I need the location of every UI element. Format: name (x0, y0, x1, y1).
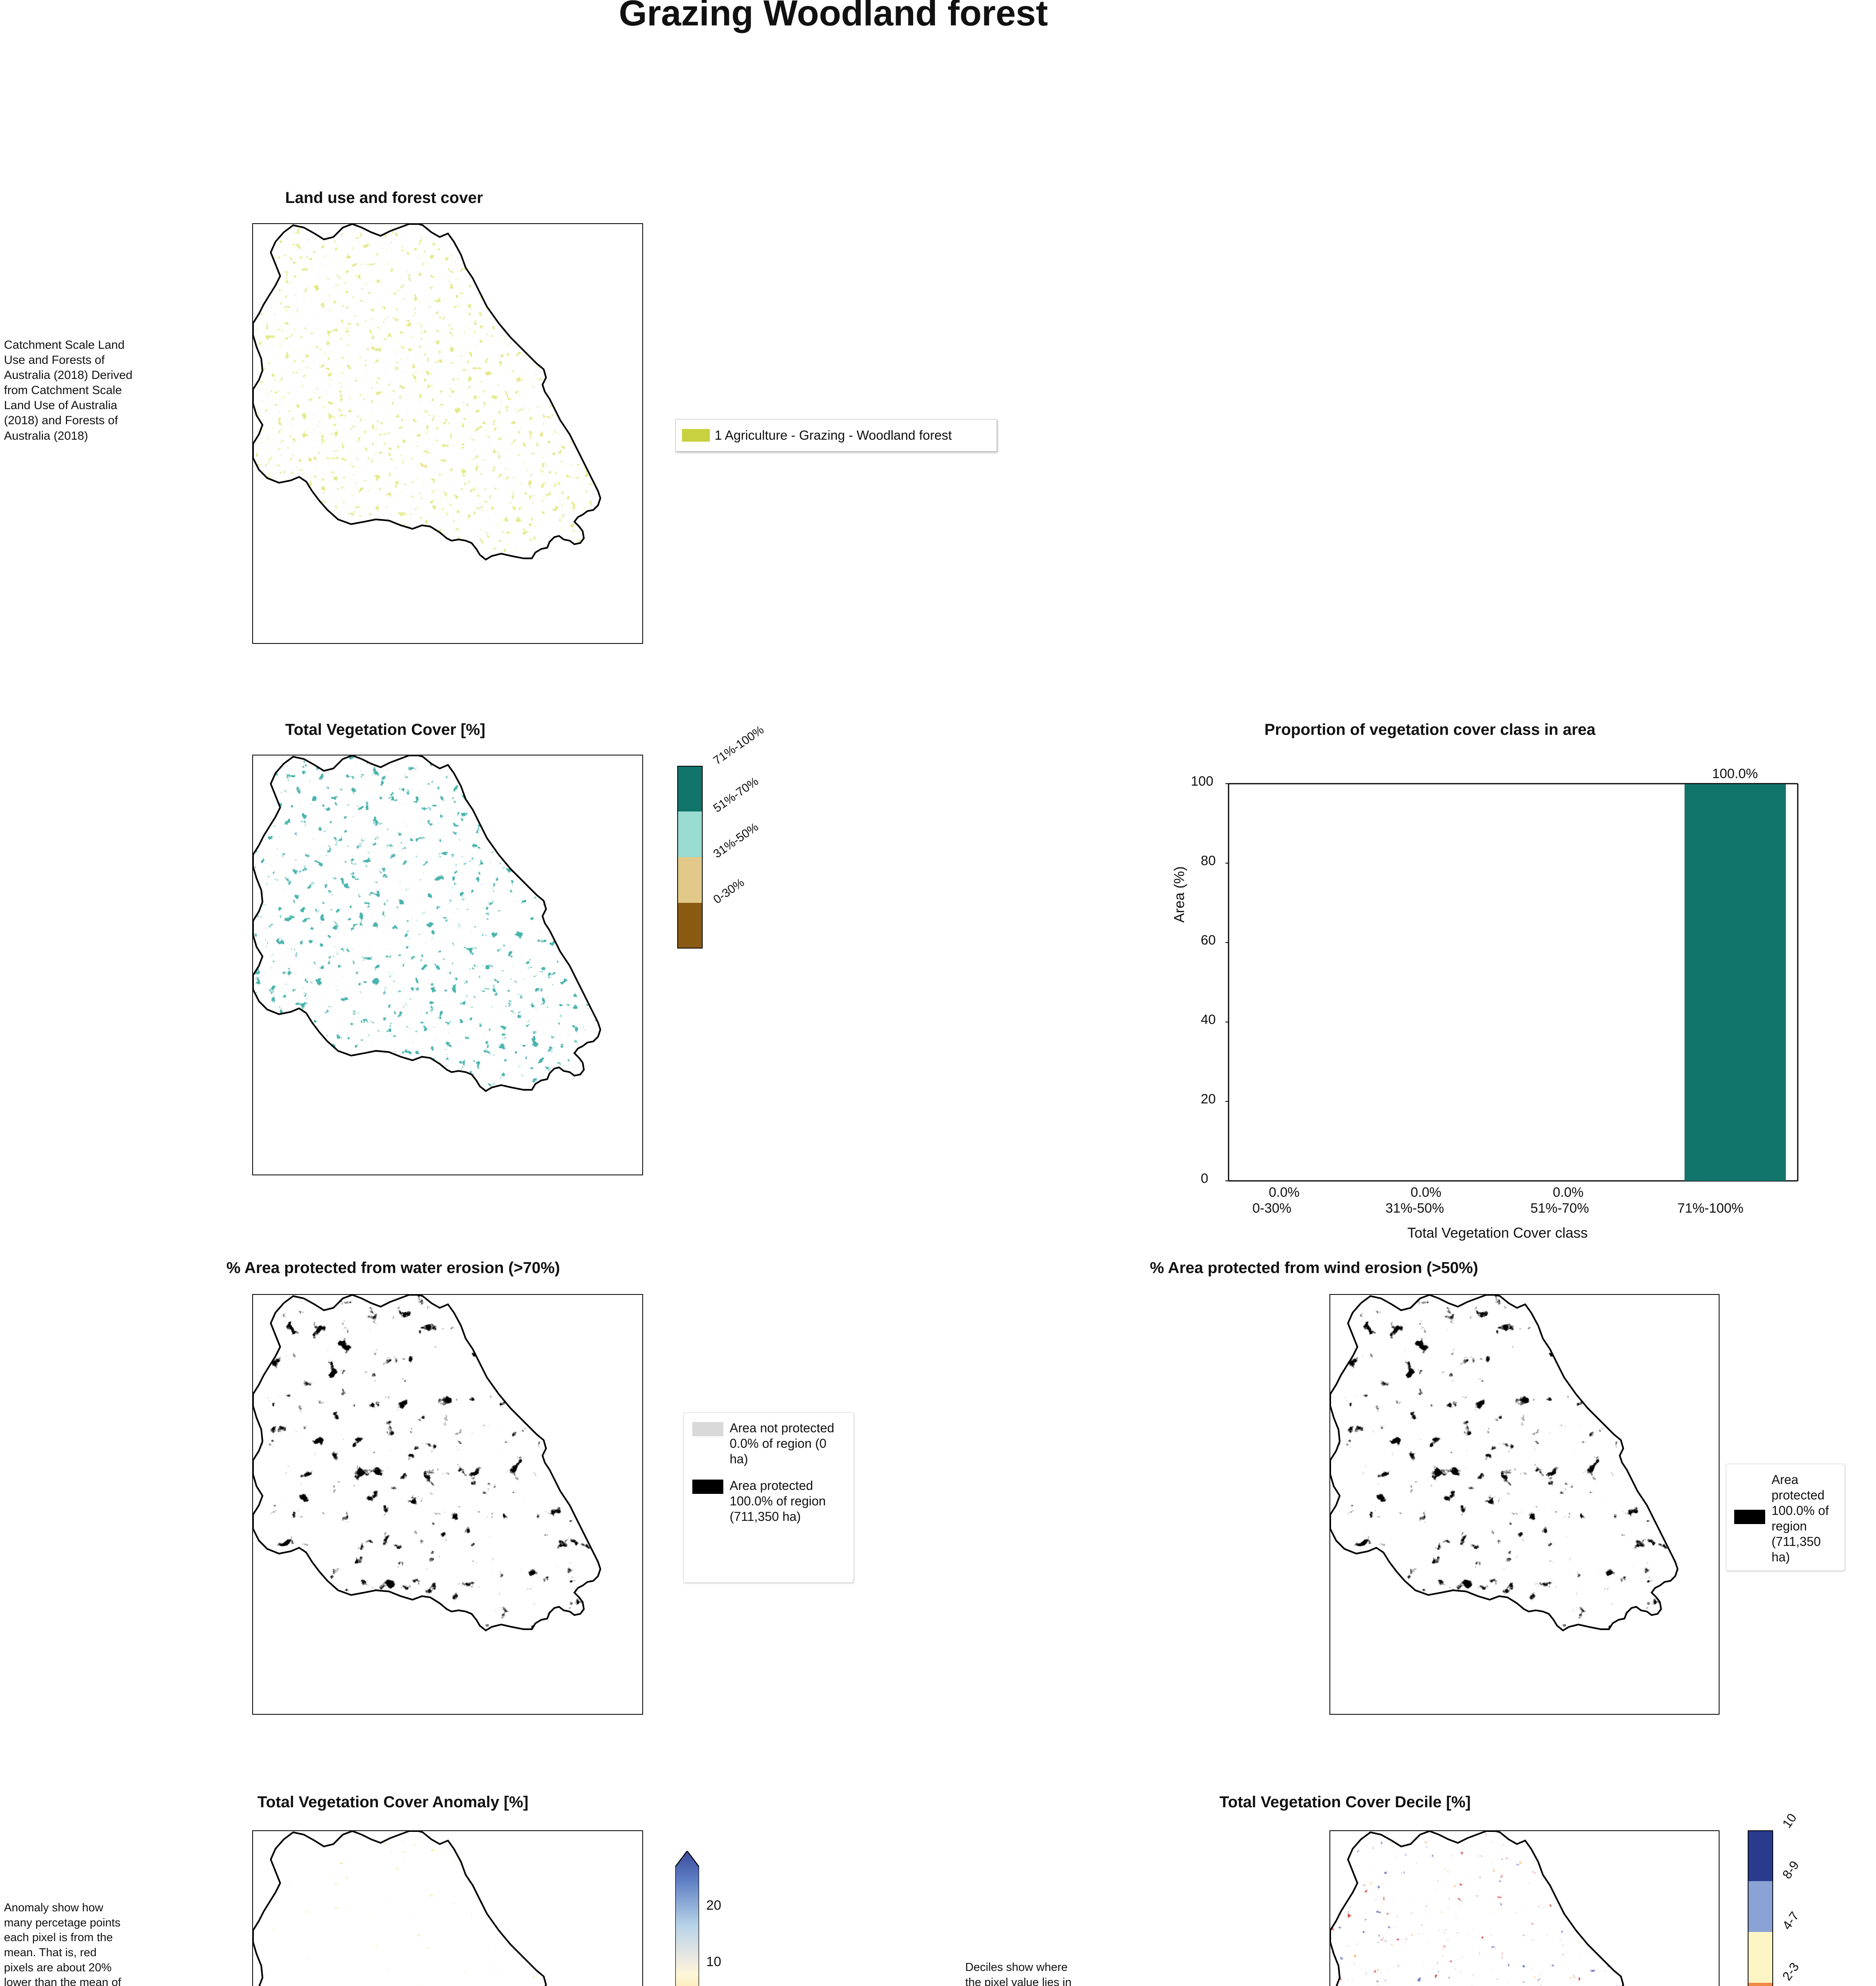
svg-text:0.0%: 0.0% (1269, 1185, 1300, 1200)
svg-text:100.0%: 100.0% (1712, 766, 1758, 781)
svg-text:0.0%: 0.0% (1410, 1185, 1441, 1200)
svg-text:0.0%: 0.0% (1553, 1185, 1584, 1200)
